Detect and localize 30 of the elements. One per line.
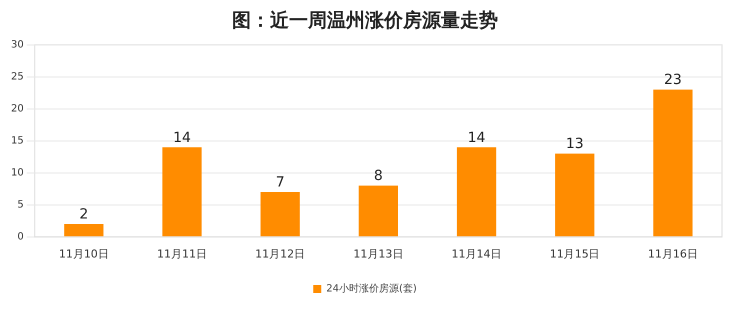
bar xyxy=(260,192,300,236)
x-tick-label: 11月13日 xyxy=(353,247,404,260)
x-tick-label: 11月11日 xyxy=(157,247,207,260)
data-label: 14 xyxy=(173,130,191,146)
x-tick-label: 11月15日 xyxy=(550,247,600,260)
y-tick-label: 10 xyxy=(10,167,24,178)
data-label: 13 xyxy=(566,136,584,152)
legend-label: 24小时涨价房源(套) xyxy=(326,282,417,295)
bar xyxy=(555,154,594,236)
y-tick-label: 30 xyxy=(10,39,24,50)
x-tick-label: 11月14日 xyxy=(452,247,502,260)
y-tick-label: 0 xyxy=(17,231,24,242)
data-label: 7 xyxy=(276,174,285,191)
x-tick-label: 11月12日 xyxy=(255,247,306,260)
data-label: 23 xyxy=(664,72,682,88)
y-tick-label: 25 xyxy=(10,71,24,82)
data-label: 14 xyxy=(468,130,486,146)
x-tick-label: 11月16日 xyxy=(648,247,698,260)
data-label: 8 xyxy=(374,168,383,184)
bar xyxy=(456,147,496,236)
y-tick-label: 20 xyxy=(10,103,24,114)
bar xyxy=(653,90,693,236)
bar xyxy=(358,186,398,236)
bar xyxy=(64,224,104,236)
data-label: 2 xyxy=(79,206,88,223)
x-tick-label: 11月10日 xyxy=(58,247,109,260)
y-tick-label: 15 xyxy=(10,135,24,146)
chart-title: 图：近一周温州涨价房源量走势 xyxy=(232,9,498,32)
y-tick-label: 5 xyxy=(17,199,24,210)
bar xyxy=(162,147,202,236)
